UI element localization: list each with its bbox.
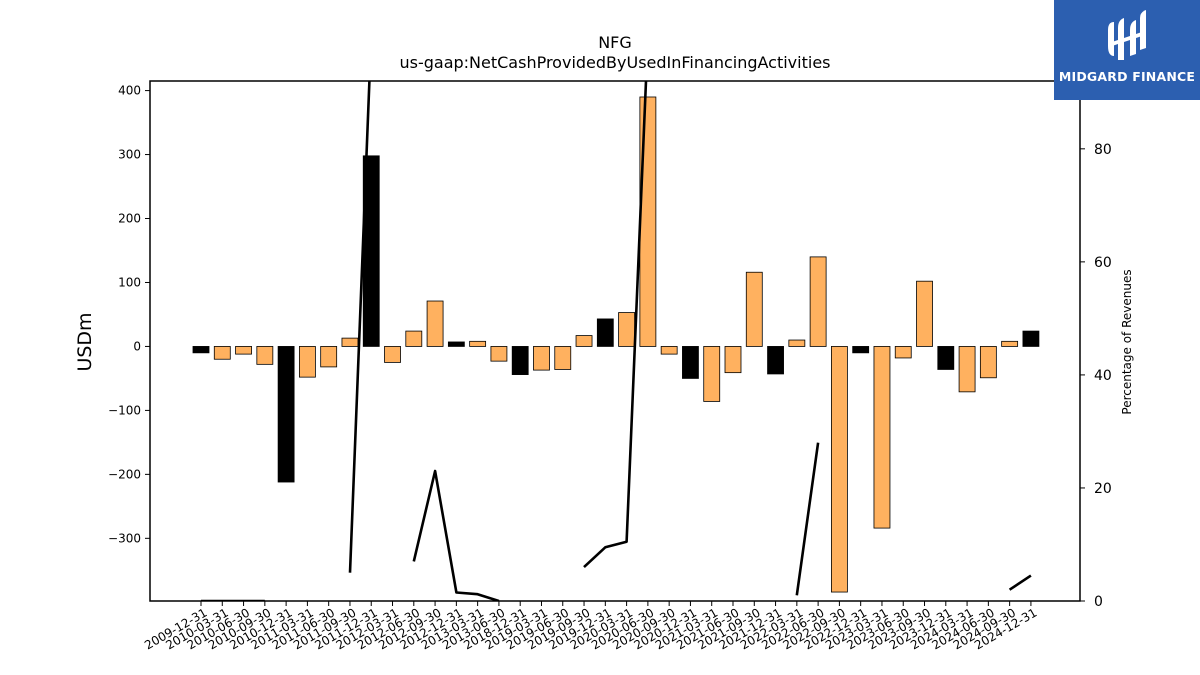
bar [979,346,997,379]
y-tick-label: 400 [118,84,141,98]
y-tick-label: 100 [118,275,141,289]
bar [277,346,295,483]
y2-tick-label: 20 [1094,481,1112,497]
bar [916,280,933,347]
y-tick-label: 200 [118,212,141,226]
bar [1022,330,1040,347]
y2-tick-label: 60 [1094,255,1112,271]
y-tick-label: 300 [118,148,141,162]
y-axis-label: USDm [74,312,96,371]
bar [831,346,848,593]
bar [788,339,806,347]
bar [767,346,784,375]
bar [384,346,401,363]
bar [873,346,891,529]
bar [256,346,274,365]
brand-logo: MIDGARD FINANCE [1054,0,1200,100]
bar [405,330,423,347]
bar [618,312,635,347]
y-tick-label: −100 [108,403,141,417]
series-line [201,81,1032,601]
bar [682,346,699,379]
chart-title: NFG [598,33,632,52]
bar [852,346,870,354]
bar [213,346,231,360]
bar [596,318,614,347]
bar [235,346,252,355]
bar [298,346,316,378]
y-tick-label: 0 [133,339,141,353]
brand-name: MIDGARD FINANCE [1058,69,1196,84]
bar [447,341,465,347]
bar [511,346,529,375]
bar [894,346,912,359]
bar [937,346,955,370]
brand-mark-icon [1108,10,1146,60]
bar [426,300,444,347]
bar [469,340,487,347]
bar [490,346,508,362]
bar [703,346,721,402]
y2-tick-label: 40 [1094,368,1112,384]
y-tick-label: −200 [108,467,141,481]
bar [192,346,210,354]
bar [575,335,593,347]
y-tick-label: −300 [108,531,141,545]
bar [1001,340,1019,347]
plot-frame [149,80,1081,602]
bar [554,346,572,370]
bar [639,96,657,347]
y2-axis-label: Percentage of Revenues [1120,269,1134,414]
bar [341,337,359,347]
y2-tick-label: 0 [1094,594,1103,610]
chart-subtitle: us-gaap:NetCashProvidedByUsedInFinancing… [399,53,830,72]
bar [660,346,678,355]
bar [533,346,550,371]
bar [958,346,976,393]
bar [320,346,338,368]
y2-tick-label: 80 [1094,142,1112,158]
bar [809,256,827,347]
bar [724,346,742,374]
bar [745,271,763,347]
